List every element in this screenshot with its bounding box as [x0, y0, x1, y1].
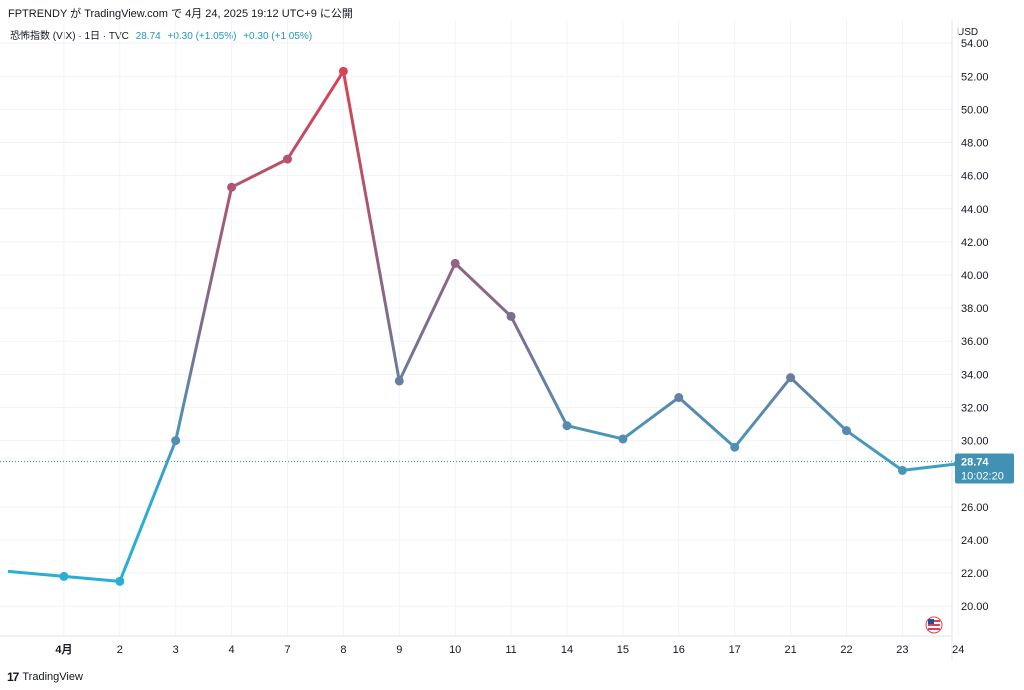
bar-countdown: 10:02:20: [961, 470, 1004, 482]
time-axis[interactable]: 4月 2 3 4 7 8 9 10 11 14 15 16 17 21 22 23 24: [55, 643, 964, 656]
price-tick-label: 40.00: [961, 270, 989, 282]
price-tick-label: 24.00: [961, 535, 989, 547]
time-tick-label: 4: [229, 644, 235, 656]
data-point: [59, 571, 69, 581]
price-tick-label: 36.00: [961, 336, 989, 348]
time-tick-label: 4月: [55, 643, 72, 656]
price-tick-label: 44.00: [961, 204, 989, 216]
time-tick-label: 7: [284, 644, 290, 656]
time-tick-label: 16: [673, 644, 685, 656]
data-point: [674, 393, 684, 403]
data-point: [730, 442, 740, 452]
data-point: [618, 434, 628, 444]
price-tick-label: 42.00: [961, 237, 989, 249]
time-tick-label: 22: [840, 644, 852, 656]
time-tick-label: 2: [117, 644, 123, 656]
price-tick-label: 54.00: [961, 38, 989, 50]
grid: [0, 20, 959, 636]
data-point: [842, 426, 851, 436]
data-point: [283, 154, 292, 164]
legend-price: 28.74: [135, 31, 161, 42]
time-tick-label: 21: [784, 644, 796, 656]
price-tick-label: 22.00: [961, 568, 989, 580]
tradingview-brand: TradingView: [22, 671, 83, 683]
data-points: [59, 66, 963, 586]
symbol-name[interactable]: 恐怖指数 (VIX) · 1日 · TVC: [10, 31, 129, 42]
price-tick-label: 34.00: [961, 369, 989, 381]
price-tick-label: 26.00: [961, 502, 989, 514]
last-price-value: 28.74: [961, 456, 989, 468]
data-point: [338, 66, 348, 76]
data-point: [897, 465, 907, 475]
time-tick-label: 24: [952, 644, 964, 656]
time-tick-label: 14: [561, 644, 573, 656]
price-tick-label: 38.00: [961, 303, 989, 315]
price-tick-label: 20.00: [961, 601, 989, 613]
currency-label[interactable]: USD: [957, 27, 979, 38]
legend-change-alt: +0.30 (+1.05%): [243, 31, 313, 42]
price-tick-label: 52.00: [961, 71, 989, 83]
last-price-label: 28.74 10:02:20: [955, 453, 1014, 484]
vix-series-line: [7, 69, 959, 583]
price-axis[interactable]: 54.00 52.00 50.00 48.00 46.00 44.00 42.00 40.00…: [961, 38, 989, 613]
price-tick-label: 30.00: [961, 436, 989, 448]
price-tick-label: 32.00: [961, 402, 989, 414]
data-point: [506, 311, 516, 321]
symbol-legend: 恐怖指数 (VIX) · 1日 · TVC 28.74 +0.30 (+1.05…: [10, 27, 312, 42]
time-tick-label: 3: [173, 644, 179, 656]
footer-brand[interactable]: 17 TradingView: [7, 670, 83, 684]
time-tick-label: 10: [449, 644, 461, 656]
data-point: [227, 182, 237, 192]
legend-change: +0.30 (+1.05%): [167, 31, 237, 42]
data-point: [562, 421, 572, 431]
time-tick-label: 17: [729, 644, 741, 656]
time-tick-label: 15: [617, 644, 629, 656]
data-point: [786, 373, 796, 383]
us-flag-icon[interactable]: [925, 616, 943, 634]
time-tick-label: 11: [505, 644, 516, 656]
data-point: [450, 258, 460, 268]
price-tick-label: 50.00: [961, 104, 989, 116]
data-point: [394, 376, 404, 386]
price-tick-label: 48.00: [961, 138, 989, 150]
data-point: [115, 576, 125, 586]
tradingview-logo-icon: 17: [7, 670, 19, 684]
time-tick-label: 9: [396, 644, 402, 656]
publish-header: FPTRENDY が TradingView.com で 4月 24, 2025…: [8, 8, 353, 20]
time-tick-label: 8: [340, 644, 346, 656]
time-tick-label: 23: [896, 644, 908, 656]
data-point: [171, 436, 181, 446]
price-tick-label: 46.00: [961, 171, 989, 183]
